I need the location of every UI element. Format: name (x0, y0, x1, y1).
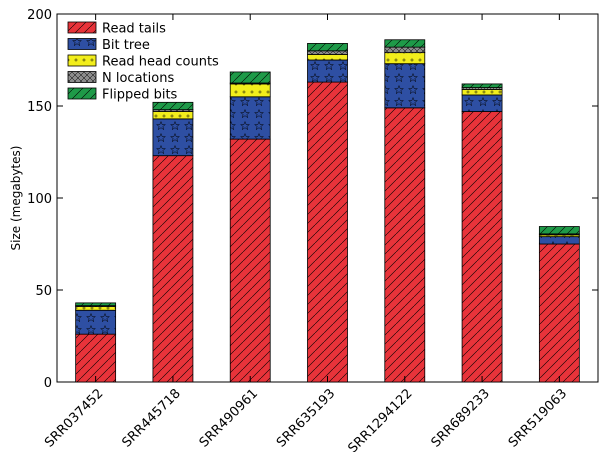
bar-segment (384, 63, 426, 109)
legend-label: N locations (102, 71, 174, 86)
y-tick-label: 0 (44, 376, 52, 391)
bar-segment (384, 39, 426, 48)
x-tick-label: SRR490961 (197, 386, 261, 450)
bar-segment (229, 71, 271, 84)
bar-segment (307, 59, 348, 83)
bar-segment (152, 118, 194, 157)
legend-item: Bit tree (67, 38, 150, 53)
bar-segment (75, 309, 117, 335)
bar-segment (307, 54, 348, 61)
legend-item: Read tails (67, 21, 166, 37)
bar-segment (75, 302, 117, 307)
bar-segment (152, 111, 194, 120)
bar-segment (307, 81, 348, 383)
bar-segment (461, 111, 503, 383)
bar-segment (152, 101, 194, 111)
bar-segment (307, 50, 348, 55)
bar-segment (461, 83, 503, 88)
y-tick-label: 150 (27, 100, 52, 115)
bar-segment (229, 96, 271, 140)
legend-swatch (67, 71, 97, 83)
legend-swatch (67, 21, 97, 34)
bar-segment (461, 94, 503, 112)
bar-segment (538, 226, 580, 235)
bar-segment (384, 46, 426, 54)
bar-segment (229, 83, 271, 98)
legend-label: Bit tree (102, 38, 150, 53)
bar-segment (75, 306, 117, 311)
x-tick-label: SRR037452 (42, 386, 106, 450)
bar-segment (229, 138, 271, 383)
legend-swatch (67, 38, 97, 50)
bar-segment (75, 333, 117, 383)
bar-segment (384, 107, 426, 383)
y-axis-label: Size (megabytes) (9, 146, 23, 251)
bar-segment (461, 89, 503, 96)
bar-segment (152, 155, 194, 383)
x-tick-label: SRR1294122 (345, 386, 415, 452)
legend-item: Read head counts (67, 54, 219, 70)
bar-segment (307, 43, 348, 52)
legend-item: N locations (67, 71, 174, 86)
y-tick-label: 100 (27, 192, 52, 207)
y-tick-label: 200 (27, 8, 52, 23)
bar-segment (384, 52, 426, 65)
legend-swatch (67, 54, 97, 67)
legend-label: Read head counts (102, 55, 219, 70)
bar-segment (538, 243, 580, 383)
x-tick-label: SRR519063 (506, 386, 570, 450)
x-tick-label: SRR445718 (119, 386, 183, 450)
x-tick-label: SRR689233 (429, 386, 493, 450)
legend-label: Flipped bits (102, 88, 178, 103)
y-tick-label: 50 (35, 284, 52, 299)
legend-swatch (67, 87, 97, 100)
legend-label: Read tails (102, 22, 166, 37)
legend-item: Flipped bits (67, 87, 178, 103)
x-tick-label: SRR635193 (274, 386, 338, 450)
bar-segment (538, 236, 580, 245)
